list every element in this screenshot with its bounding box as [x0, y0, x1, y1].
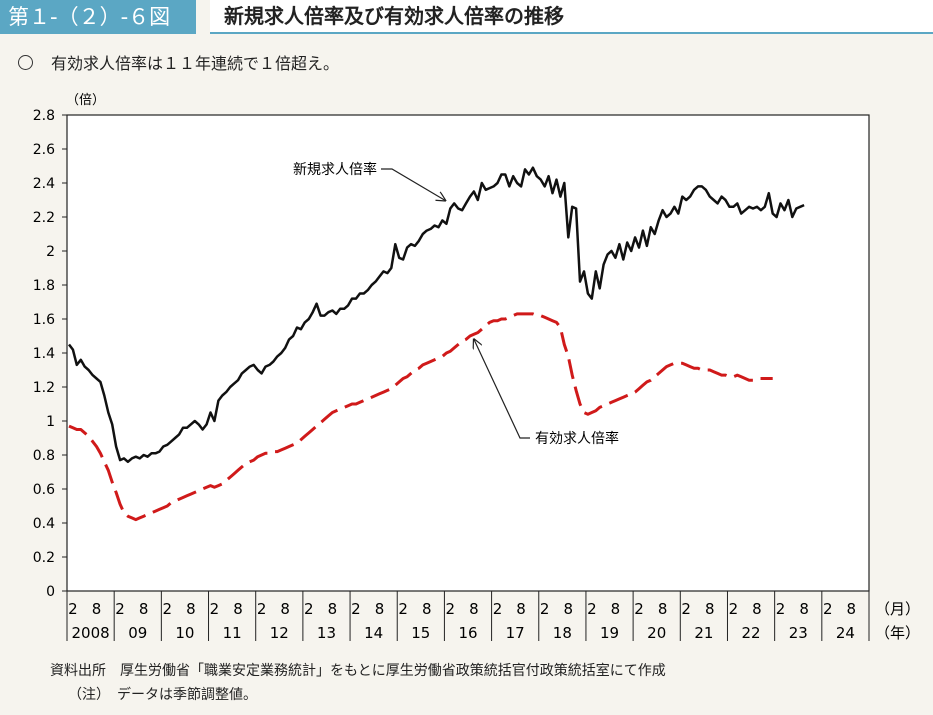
y-tick-label: 0.6: [33, 482, 55, 498]
month-tick-label: 8: [705, 600, 715, 618]
series-line-active-ratio: [68, 312, 773, 522]
year-tick-label: 2008: [71, 624, 109, 642]
month-tick-label: 8: [658, 600, 668, 618]
month-tick-label: 8: [799, 600, 809, 618]
month-tick-label: 8: [563, 600, 573, 618]
year-tick-label: 16: [458, 624, 477, 642]
month-tick-label: 2: [446, 600, 456, 618]
y-axis: 0 0.2 0.4 0.6 0.8 1 1.2 1.4 1.6 1.8 2 2.2 2.4 2.6 2.8: [33, 108, 67, 600]
figure-header: 第１-（２）-６図 新規求人倍率及び有効求人倍率の推移: [0, 0, 933, 34]
figure-title: 新規求人倍率及び有効求人倍率の推移: [210, 0, 933, 34]
month-tick-label: 8: [422, 600, 432, 618]
month-tick-label: 2: [729, 600, 739, 618]
y-tick-label: 2.2: [33, 210, 55, 226]
month-tick-label: 2: [823, 600, 833, 618]
figure-subtitle: 有効求人倍率は１１年連続で１倍超え。: [18, 50, 339, 74]
year-tick-label: 10: [175, 624, 194, 642]
month-axis-unit: （月）: [875, 600, 920, 618]
month-tick-label: 8: [469, 600, 479, 618]
year-tick-label: 13: [317, 624, 336, 642]
y-tick-label: 1.2: [33, 380, 55, 396]
y-tick-label: 1: [46, 414, 55, 430]
month-tick-label: 2: [540, 600, 550, 618]
month-tick-label: 2: [776, 600, 786, 618]
year-tick-label: 23: [789, 624, 808, 642]
y-axis-unit-label: （倍）: [66, 93, 105, 108]
y-tick-label: 0.8: [33, 448, 55, 464]
month-tick-label: 8: [328, 600, 338, 618]
month-tick-label: 2: [493, 600, 503, 618]
month-tick-label: 8: [233, 600, 243, 618]
month-tick-label: 2: [257, 600, 267, 618]
y-tick-label: 0: [46, 584, 55, 600]
figure-number: 第１-（２）-６図: [0, 0, 196, 34]
month-tick-label: 2: [351, 600, 361, 618]
line-chart: （倍） 0 0.2 0.4 0.6 0.8 1 1.2 1.4 1.6 1.8 2 2.2 2.4 2.6…: [33, 93, 920, 642]
y-tick-label: 1.8: [33, 278, 55, 294]
month-tick-label: 8: [280, 600, 290, 618]
y-tick-label: 2: [46, 244, 55, 260]
year-tick-label: 21: [694, 624, 713, 642]
month-tick-label: 8: [611, 600, 621, 618]
month-tick-label: 2: [162, 600, 172, 618]
annotation-label-active: 有効求人倍率: [535, 430, 619, 447]
plot-area: [66, 114, 870, 592]
y-tick-label: 2.6: [33, 142, 55, 158]
year-tick-label: 12: [270, 624, 289, 642]
annotation-arrow-new: [381, 168, 445, 201]
source-note: 資料出所 厚生労働省「職業安定業務統計」をもとに厚生労働省政策統括官付政策統括室…: [50, 663, 666, 679]
year-tick-label: 18: [553, 624, 572, 642]
y-tick-label: 0.2: [33, 550, 55, 566]
footnote: （注） データは季節調整値。: [68, 687, 257, 703]
month-tick-label: 8: [186, 600, 196, 618]
year-tick-label: 15: [411, 624, 430, 642]
year-tick-label: 19: [600, 624, 619, 642]
month-tick-label: 2: [634, 600, 644, 618]
month-tick-label: 2: [398, 600, 408, 618]
y-tick-label: 2.4: [33, 176, 55, 192]
year-tick-label: 11: [223, 624, 242, 642]
month-tick-label: 2: [210, 600, 220, 618]
year-tick-label: 24: [836, 624, 855, 642]
month-tick-label: 2: [68, 600, 78, 618]
y-tick-label: 2.8: [33, 108, 55, 124]
month-tick-label: 8: [92, 600, 102, 618]
month-tick-label: 8: [139, 600, 149, 618]
month-tick-label: 2: [587, 600, 597, 618]
year-tick-label: 17: [506, 624, 525, 642]
y-tick-label: 1.4: [33, 346, 55, 362]
series-layer: [68, 166, 805, 522]
month-tick-label: 2: [304, 600, 314, 618]
month-tick-label: 8: [847, 600, 857, 618]
month-tick-label: 8: [752, 600, 762, 618]
month-tick-label: 8: [375, 600, 385, 618]
year-tick-label: 22: [742, 624, 761, 642]
y-tick-label: 1.6: [33, 312, 55, 328]
subtitle-text: 有効求人倍率は１１年連続で１倍超え。: [51, 54, 340, 73]
year-tick-label: 20: [647, 624, 666, 642]
month-tick-label: 2: [681, 600, 691, 618]
year-tick-label: 09: [128, 624, 147, 642]
bullet-circle-icon: [18, 55, 33, 70]
year-tick-label: 14: [364, 624, 383, 642]
year-axis-unit: （年）: [875, 624, 920, 642]
series-line-new-ratio: [68, 166, 805, 464]
annotation-label-new: 新規求人倍率: [293, 161, 377, 178]
month-tick-label: 2: [115, 600, 125, 618]
y-tick-label: 0.4: [33, 516, 55, 532]
month-tick-label: 8: [516, 600, 526, 618]
annotation-arrow-active: [474, 339, 530, 439]
